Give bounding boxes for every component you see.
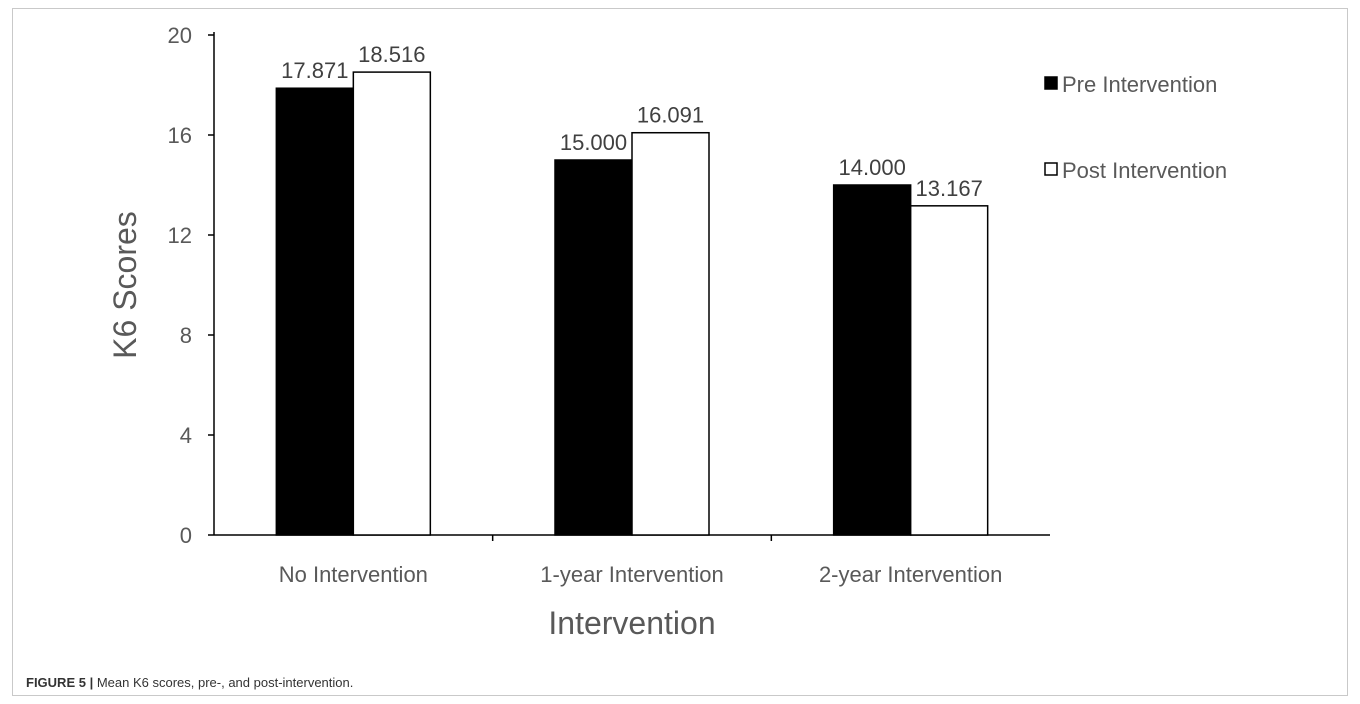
legend-entry-label: Pre Intervention [1062, 72, 1217, 97]
bar [832, 184, 912, 536]
bar-chart: 0 4 8 12 16 20 No Intervention 1-year Interven… [107, 23, 1227, 641]
figure-caption: FIGURE 5 | Mean K6 scores, pre-, and pos… [26, 675, 353, 690]
bars [275, 71, 989, 536]
y-tick-label: 0 [180, 523, 192, 548]
data-label: 15.000 [560, 130, 627, 155]
x-category-label: No Intervention [279, 562, 428, 587]
caption-text: Mean K6 scores, pre-, and post-intervent… [96, 675, 354, 690]
data-label: 18.516 [358, 42, 425, 67]
data-label: 14.000 [839, 155, 906, 180]
legend-entry-label: Post Intervention [1062, 158, 1227, 183]
y-tick-label: 20 [168, 23, 192, 48]
x-category-label: 2-year Intervention [819, 562, 1002, 587]
x-category-label: 1-year Intervention [540, 562, 723, 587]
legend-swatch [1044, 162, 1058, 176]
y-tick-label: 8 [180, 323, 192, 348]
data-label: 13.167 [916, 176, 983, 201]
x-axis-title: Intervention [548, 605, 715, 641]
y-tick-label: 12 [168, 223, 192, 248]
x-axis: No Intervention 1-year Intervention 2-year… [214, 534, 1050, 587]
bar [554, 159, 633, 536]
legend: Pre Intervention Post Intervention [1044, 72, 1227, 183]
figure-frame [12, 8, 1348, 696]
bar [352, 71, 432, 536]
bar [275, 87, 355, 536]
data-labels: 17.871 18.516 15.000 16.091 14.000 13.167 [281, 42, 983, 201]
caption-label: FIGURE 5 | [26, 675, 94, 690]
bar [909, 205, 989, 536]
data-label: 16.091 [637, 103, 704, 128]
y-tick-label: 16 [168, 123, 192, 148]
legend-swatch [1044, 76, 1058, 90]
y-axis: 0 4 8 12 16 20 [168, 23, 215, 548]
data-label: 17.871 [281, 58, 348, 83]
y-tick-label: 4 [180, 423, 192, 448]
y-axis-title: K6 Scores [107, 211, 143, 359]
bar [631, 131, 710, 536]
